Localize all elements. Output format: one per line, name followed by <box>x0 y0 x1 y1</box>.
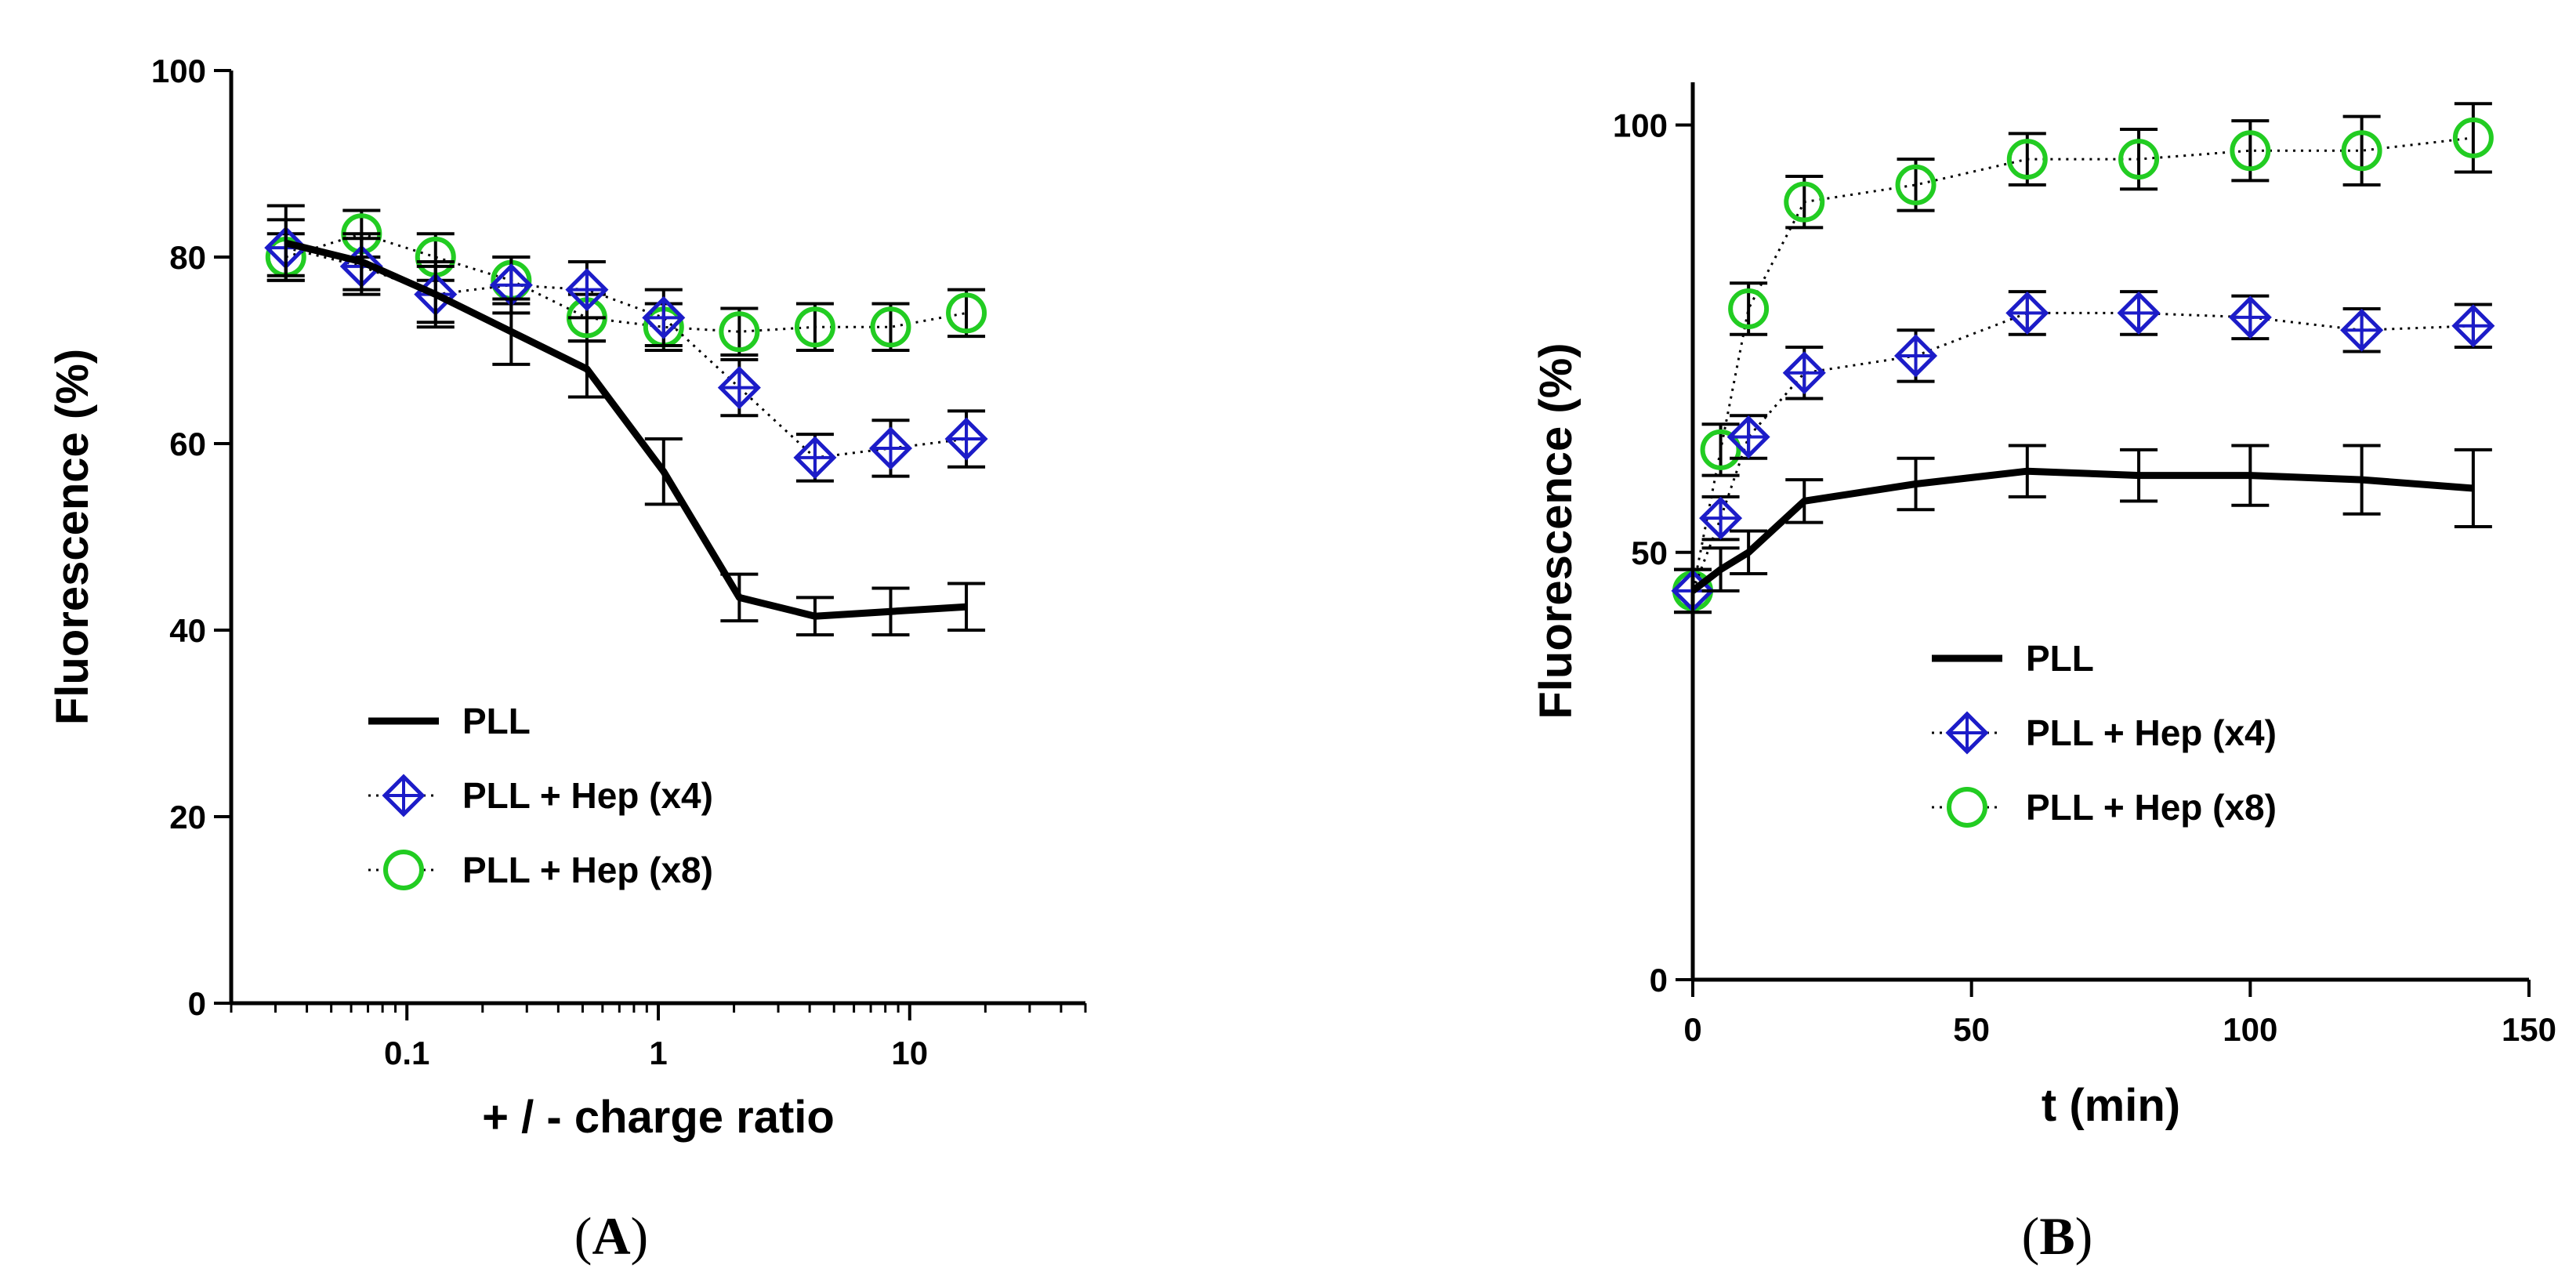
legend-entry-label: PLL <box>462 701 531 741</box>
y-tick-label: 0 <box>188 985 206 1022</box>
panel-b-chart: 0 50 100 150 0 50 100 t (min) Fluorescence (%) PL… <box>1531 82 2556 1266</box>
series-line <box>1690 467 2474 594</box>
y-tick-label: 60 <box>169 426 206 462</box>
data-point-circle <box>2230 130 2271 172</box>
x-tick-label: 50 <box>1953 1011 1990 1048</box>
x-axis-title: + / - charge ratio <box>482 1092 835 1143</box>
data-point-circle <box>2118 139 2160 180</box>
y-tick-label: 80 <box>169 239 206 276</box>
data-point-circle <box>2452 117 2494 158</box>
x-tick-label: 150 <box>2502 1011 2556 1048</box>
data-point-circle <box>946 292 987 334</box>
series-pll-hep-x8 <box>1672 102 2494 614</box>
series-line <box>285 232 967 333</box>
series-pll-hep-x8 <box>265 208 987 357</box>
data-point-circle <box>1895 164 1937 205</box>
series-line <box>1691 311 2473 592</box>
x-axis-title: t (min) <box>2042 1080 2180 1131</box>
legend-entry-label: PLL + Hep (x4) <box>2026 712 2277 753</box>
legend: PLL PLL + Hep (x4) PLL + Hep (x8) <box>1932 638 2277 828</box>
series-pll <box>266 204 986 636</box>
x-tick-label: 10 <box>891 1035 928 1071</box>
y-axis-title: Fluorescence (%) <box>47 349 98 725</box>
y-tick-label: 100 <box>151 53 206 89</box>
data-point-circle <box>1700 429 1741 470</box>
data-point-diamond <box>2228 295 2272 339</box>
legend-circle-marker <box>383 850 424 890</box>
y-tick-label: 20 <box>169 799 206 835</box>
data-point-circle <box>1728 288 1770 329</box>
panel-label-open-paren: ( <box>574 1206 592 1266</box>
legend-entry-label: PLL + Hep (x8) <box>2026 787 2277 828</box>
legend-entry-label: PLL <box>2026 638 2094 679</box>
x-tick-label: 0.1 <box>384 1035 429 1071</box>
x-tick-label: 0 <box>1683 1011 1701 1048</box>
series-pll-hep-x4 <box>1671 290 2495 614</box>
legend: PLL PLL + Hep (x4) PLL + Hep (x8) <box>368 701 713 890</box>
data-point-diamond <box>2005 291 2049 335</box>
panel-label-open-paren: ( <box>2022 1206 2040 1266</box>
y-tick-label: 50 <box>1631 535 1668 571</box>
legend-circle-marker <box>1947 787 1987 828</box>
data-point-circle <box>719 311 760 353</box>
data-point-circle <box>2006 139 2048 180</box>
legend-entry-label: PLL + Hep (x8) <box>462 850 713 890</box>
y-tick-label: 0 <box>1650 962 1668 998</box>
data-point-diamond <box>2117 291 2161 335</box>
panel-label: (B) <box>2022 1206 2093 1266</box>
data-point-circle <box>794 306 835 348</box>
data-point-diamond <box>1699 496 1743 540</box>
y-tick-label: 100 <box>1613 107 1668 144</box>
data-point-circle <box>2341 130 2382 172</box>
panel-label-close-paren: ) <box>2075 1206 2093 1266</box>
data-point-circle <box>870 306 911 348</box>
x-tick-label: 100 <box>2223 1011 2277 1048</box>
y-tick-label: 40 <box>169 612 206 649</box>
panel-label-letter: A <box>592 1206 630 1266</box>
data-point-circle <box>1784 181 1825 223</box>
panel-label-close-paren: ) <box>631 1206 649 1266</box>
panel-label-letter: B <box>2039 1206 2074 1266</box>
legend-entry-label: PLL + Hep (x4) <box>462 775 713 816</box>
series-pll <box>1674 444 2492 614</box>
y-axis-title: Fluorescence (%) <box>1531 342 1581 719</box>
data-point-diamond <box>1726 415 1770 459</box>
series-line <box>285 246 967 459</box>
data-point-diamond <box>2451 304 2495 348</box>
x-tick-label: 1 <box>649 1035 667 1071</box>
panel-label: (A) <box>574 1206 648 1266</box>
data-point-diamond <box>1782 351 1826 395</box>
series-line <box>284 239 967 620</box>
